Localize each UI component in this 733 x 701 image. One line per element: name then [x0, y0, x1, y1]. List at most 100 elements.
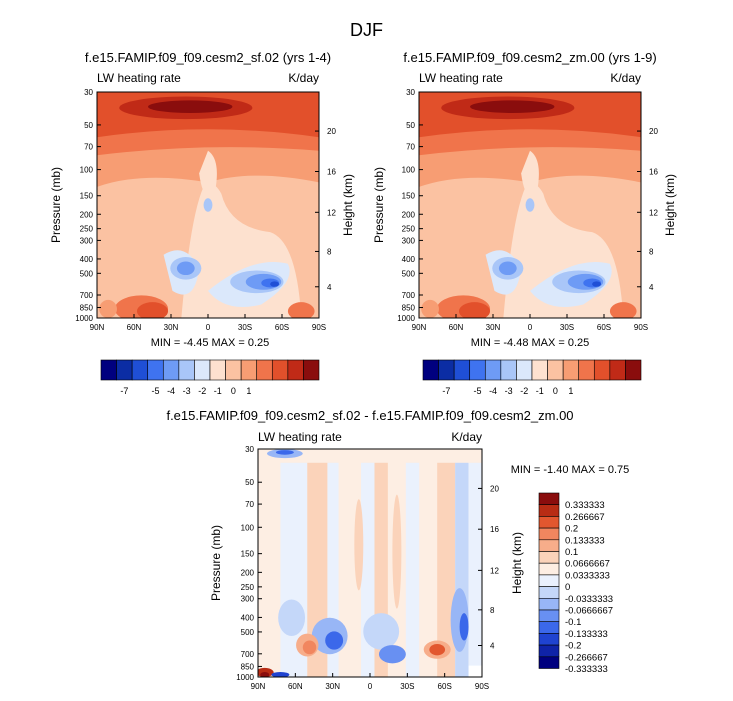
colorbar: -7 -5 -4 -3 -2 -1 0 1	[422, 359, 642, 396]
colorbar-box	[538, 574, 560, 587]
heatmap-panel-1: f.e15.FAMIP.f09_f09.cesm2_sf.02 (yrs 1-4…	[49, 50, 355, 396]
colorbar-box	[162, 359, 180, 381]
panel-units-label: K/day	[451, 430, 482, 444]
y-tick-label: 500	[241, 628, 255, 637]
colorbar-label: 0.0666667	[565, 559, 610, 570]
y-tick-label: 150	[241, 550, 255, 559]
y2-tick-label: 12	[649, 208, 658, 217]
y2-tick-label: 8	[327, 247, 332, 256]
y-tick-label: 300	[402, 236, 416, 245]
colorbar-label: 0	[231, 386, 236, 396]
colorbar-box	[538, 597, 560, 611]
y-tick-label: 850	[402, 304, 416, 313]
x-tick-label: 30N	[486, 323, 501, 332]
y-tick-label: 200	[241, 568, 255, 577]
y2-tick-label: 12	[327, 208, 336, 217]
y-tick-label: 1000	[75, 314, 93, 323]
colorbar-box	[578, 359, 595, 381]
colorbar-box	[209, 359, 226, 381]
y-tick-label: 100	[241, 523, 255, 532]
y-tick-label: 250	[402, 225, 416, 234]
min-max-label: MIN = -4.48 MAX = 0.25	[471, 337, 590, 349]
y2-tick-label: 16	[327, 168, 336, 177]
y-tick-label: 400	[402, 255, 416, 264]
y2-axis-title: Height (km)	[341, 174, 355, 236]
colorbar-box	[547, 359, 564, 381]
x-tick-label: 90S	[634, 323, 648, 332]
x-tick-label: 0	[206, 323, 211, 332]
y-tick-label: 500	[402, 269, 416, 278]
colorbar-box	[538, 562, 560, 576]
colorbar-label: -5	[473, 386, 481, 396]
colorbar-label: 0.2	[565, 524, 578, 535]
y-tick-label: 30	[245, 445, 254, 454]
colorbar: -7 -5 -4 -3 -2 -1 0 1	[100, 359, 320, 396]
colorbar-label: -0.0666667	[565, 606, 613, 617]
x-tick-label: 0	[528, 323, 533, 332]
colorbar-box	[287, 359, 304, 381]
colorbar-box	[147, 359, 164, 381]
y-tick-label: 200	[402, 210, 416, 219]
y2-tick-label: 16	[490, 525, 499, 534]
colorbar-box	[422, 359, 439, 381]
colorbar-box	[116, 359, 133, 381]
colorbar-box	[500, 359, 517, 381]
colorbar-box	[453, 359, 471, 381]
x-tick-label: 30S	[238, 323, 252, 332]
colorbar-label: -0.2	[565, 641, 581, 652]
colorbar-box	[438, 359, 455, 381]
colorbar-label: -3	[183, 386, 191, 396]
colorbar-label: -3	[505, 386, 513, 396]
colorbar-box	[240, 359, 258, 381]
colorbar-box	[194, 359, 211, 381]
colorbar-box	[625, 359, 642, 381]
x-tick-label: 30N	[164, 323, 179, 332]
y2-tick-label: 4	[649, 283, 654, 292]
colorbar-box	[562, 359, 580, 381]
x-tick-label: 60S	[275, 323, 289, 332]
x-tick-label: 60N	[288, 682, 303, 691]
colorbar-box	[593, 359, 611, 381]
min-max-label: MIN = -4.45 MAX = 0.25	[151, 337, 270, 349]
x-tick-label: 30S	[400, 682, 414, 691]
y2-tick-label: 20	[490, 484, 499, 493]
heatmap-panel-3: f.e15.FAMIP.f09_f09.cesm2_sf.02 - f.e15.…	[166, 408, 629, 691]
colorbar-box	[256, 359, 273, 381]
colorbar-label: 1	[246, 386, 251, 396]
colorbar-box	[100, 359, 117, 381]
contour-field	[97, 92, 319, 318]
colorbar-label: 0.133333	[565, 535, 605, 546]
colorbar-box	[225, 359, 242, 381]
y-tick-label: 250	[241, 583, 255, 592]
colorbar-label: -7	[120, 386, 128, 396]
x-tick-label: 90N	[251, 682, 266, 691]
panel-variable-label: LW heating rate	[258, 430, 342, 444]
colorbar: 0.3333330.2666670.20.1333330.10.06666670…	[538, 492, 613, 675]
colorbar-box	[538, 492, 560, 505]
colorbar-label: -1	[214, 386, 222, 396]
colorbar-box	[303, 359, 320, 381]
colorbar-box	[538, 586, 560, 599]
colorbar-label: 0.0333333	[565, 570, 610, 581]
panel-subtitle: f.e15.FAMIP.f09_f09.cesm2_sf.02 - f.e15.…	[166, 408, 573, 423]
colorbar-label: 0	[565, 582, 570, 593]
contour-field	[419, 92, 641, 318]
y-tick-label: 850	[80, 304, 94, 313]
colorbar-box	[469, 359, 486, 381]
figure-title: DJF	[350, 20, 383, 40]
colorbar-label: -4	[489, 386, 497, 396]
colorbar-box	[531, 359, 548, 381]
y2-tick-label: 20	[649, 127, 658, 136]
y-tick-label: 700	[402, 291, 416, 300]
y-tick-label: 300	[80, 236, 94, 245]
x-tick-label: 90N	[90, 323, 105, 332]
colorbar-label: -2	[520, 386, 528, 396]
y-tick-label: 100	[402, 166, 416, 175]
y-tick-label: 150	[80, 192, 94, 201]
y-tick-label: 70	[84, 143, 93, 152]
x-tick-label: 30N	[325, 682, 340, 691]
y-tick-label: 1000	[236, 673, 254, 682]
y-tick-label: 400	[80, 255, 94, 264]
y-tick-label: 50	[406, 121, 415, 130]
colorbar-label: -1	[536, 386, 544, 396]
